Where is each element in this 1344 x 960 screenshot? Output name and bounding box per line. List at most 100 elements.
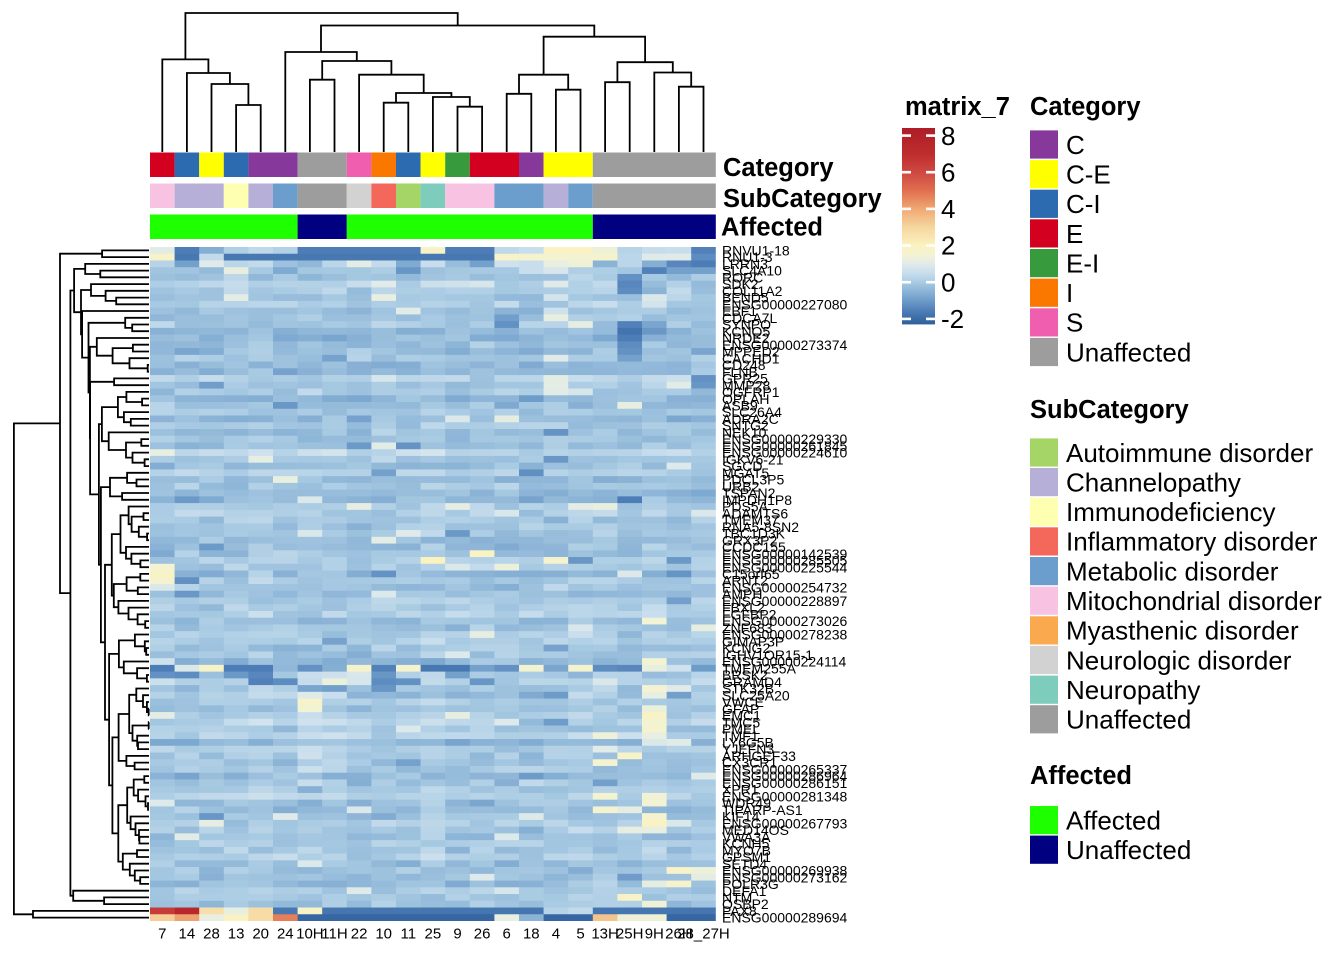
- svg-text:ENSG00000224114: ENSG00000224114: [722, 654, 846, 670]
- svg-text:ENSG00000286964: ENSG00000286964: [722, 768, 848, 784]
- svg-text:C-I: C-I: [1066, 189, 1101, 219]
- svg-text:MPPED2: MPPED2: [722, 344, 780, 360]
- svg-text:NTM: NTM: [722, 890, 752, 906]
- svg-text:FGFBP2: FGFBP2: [722, 606, 777, 622]
- svg-text:LRRN3: LRRN3: [722, 256, 768, 272]
- svg-text:NEK10: NEK10: [722, 425, 767, 441]
- svg-text:ENSG00000273162: ENSG00000273162: [722, 869, 848, 885]
- svg-text:ENSG00000142539: ENSG00000142539: [722, 546, 848, 562]
- svg-text:TBC1D3K: TBC1D3K: [722, 526, 786, 542]
- svg-text:2: 2: [941, 231, 955, 261]
- svg-text:ENSG00000273374: ENSG00000273374: [722, 337, 848, 353]
- svg-text:13H: 13H: [591, 926, 619, 943]
- svg-text:C: C: [1066, 130, 1085, 160]
- svg-text:COL11A2: COL11A2: [722, 283, 783, 299]
- svg-text:6: 6: [503, 926, 511, 943]
- svg-text:GRAMD4: GRAMD4: [722, 674, 782, 690]
- svg-text:RNU1-3: RNU1-3: [722, 249, 773, 265]
- svg-text:CDCA7L: CDCA7L: [722, 310, 777, 326]
- svg-text:4: 4: [552, 926, 560, 943]
- svg-text:MED14OS: MED14OS: [722, 822, 789, 838]
- svg-text:MMP28: MMP28: [722, 377, 770, 393]
- svg-text:Category: Category: [723, 154, 834, 182]
- svg-text:ENSG00000285505: ENSG00000285505: [722, 553, 848, 569]
- svg-text:CD248: CD248: [722, 357, 766, 373]
- svg-text:GPSM1: GPSM1: [722, 849, 771, 865]
- svg-text:XPR1: XPR1: [722, 782, 759, 798]
- svg-text:EMC1: EMC1: [722, 708, 761, 724]
- svg-text:FBXL2: FBXL2: [722, 600, 765, 616]
- svg-text:Neuropathy: Neuropathy: [1066, 675, 1200, 705]
- svg-text:KCNG2: KCNG2: [722, 640, 770, 656]
- svg-text:SubCategory: SubCategory: [1030, 396, 1190, 424]
- svg-text:OSBP2: OSBP2: [722, 896, 769, 912]
- svg-text:YJEFN3: YJEFN3: [722, 741, 774, 757]
- svg-text:IGHV1OR15-1: IGHV1OR15-1: [722, 647, 813, 663]
- svg-text:RORC: RORC: [722, 269, 763, 285]
- svg-text:11H: 11H: [321, 926, 347, 943]
- svg-text:SNTG2: SNTG2: [722, 418, 769, 434]
- svg-text:20: 20: [252, 926, 269, 943]
- svg-text:ENSG00000286151: ENSG00000286151: [722, 775, 848, 791]
- svg-text:28: 28: [203, 926, 220, 943]
- svg-text:ENSG00000269938: ENSG00000269938: [722, 863, 848, 879]
- svg-text:ADRA2C: ADRA2C: [722, 411, 779, 427]
- svg-text:SLC4A10: SLC4A10: [722, 263, 782, 279]
- svg-text:SDK2: SDK2: [722, 276, 759, 292]
- svg-text:8: 8: [941, 121, 955, 151]
- svg-text:Neurologic disorder: Neurologic disorder: [1066, 645, 1292, 675]
- svg-text:ENSG00000273026: ENSG00000273026: [722, 613, 848, 629]
- svg-text:DEFA1: DEFA1: [722, 883, 767, 899]
- svg-text:GFAP: GFAP: [722, 701, 759, 717]
- svg-text:7: 7: [158, 926, 166, 943]
- svg-text:SYNPO: SYNPO: [722, 317, 771, 333]
- svg-text:18: 18: [523, 926, 540, 943]
- svg-text:KCNQ5: KCNQ5: [722, 323, 770, 339]
- svg-text:Myasthenic disorder: Myasthenic disorder: [1066, 616, 1299, 646]
- svg-text:SLC26A4: SLC26A4: [722, 404, 782, 420]
- svg-text:Affected: Affected: [1030, 762, 1132, 790]
- svg-text:ARHGEF33: ARHGEF33: [722, 748, 796, 764]
- svg-text:ENSG00000267793: ENSG00000267793: [722, 815, 848, 831]
- svg-text:AMPH: AMPH: [722, 586, 762, 602]
- svg-text:URB2: URB2: [722, 478, 760, 494]
- svg-text:0: 0: [941, 267, 955, 297]
- svg-text:FLNB: FLNB: [722, 364, 758, 380]
- svg-text:25H: 25H: [616, 926, 644, 943]
- svg-text:GIMAP3P: GIMAP3P: [722, 633, 784, 649]
- svg-text:RNVU1-18: RNVU1-18: [722, 243, 790, 259]
- svg-text:Affected: Affected: [1066, 805, 1161, 835]
- svg-text:PDS5A: PDS5A: [722, 499, 769, 515]
- svg-text:28_27H: 28_27H: [677, 926, 730, 943]
- svg-text:TIPARP-AS1: TIPARP-AS1: [722, 802, 803, 818]
- svg-text:Autoimmune disorder: Autoimmune disorder: [1066, 438, 1313, 468]
- svg-text:26H: 26H: [665, 926, 693, 943]
- svg-text:TMEM37: TMEM37: [722, 512, 779, 528]
- svg-text:Channelopathy: Channelopathy: [1066, 467, 1241, 497]
- svg-text:C-E: C-E: [1066, 160, 1111, 190]
- svg-text:5: 5: [576, 926, 584, 943]
- svg-text:SGCD: SGCD: [722, 458, 762, 474]
- svg-text:RNA5-8SN2: RNA5-8SN2: [722, 519, 799, 535]
- svg-text:SubCategory: SubCategory: [723, 185, 883, 213]
- svg-text:TMF1: TMF1: [722, 728, 759, 744]
- svg-text:E-I: E-I: [1066, 248, 1099, 278]
- svg-text:POLR3G: POLR3G: [722, 876, 779, 892]
- svg-text:ENSG00000227080: ENSG00000227080: [722, 296, 848, 312]
- svg-text:BEND5: BEND5: [722, 290, 769, 306]
- svg-text:WDR49: WDR49: [722, 795, 771, 811]
- svg-text:TMEM255A: TMEM255A: [722, 660, 797, 676]
- svg-text:STK32B: STK32B: [722, 681, 774, 697]
- svg-text:ENSG00000289694: ENSG00000289694: [722, 910, 848, 926]
- svg-text:ENSG00000278238: ENSG00000278238: [722, 627, 848, 643]
- svg-text:ENSG00000281348: ENSG00000281348: [722, 788, 848, 804]
- svg-text:IMPDH1P8: IMPDH1P8: [722, 492, 792, 508]
- svg-text:6: 6: [941, 157, 955, 187]
- svg-text:9H: 9H: [645, 926, 664, 943]
- svg-text:SLC25A20: SLC25A20: [722, 687, 790, 703]
- svg-text:ADAMTS6: ADAMTS6: [722, 505, 788, 521]
- svg-text:11: 11: [401, 926, 417, 943]
- svg-text:TMC5: TMC5: [722, 714, 760, 730]
- svg-text:ENSG00000225544: ENSG00000225544: [722, 559, 848, 575]
- svg-text:9: 9: [453, 926, 461, 943]
